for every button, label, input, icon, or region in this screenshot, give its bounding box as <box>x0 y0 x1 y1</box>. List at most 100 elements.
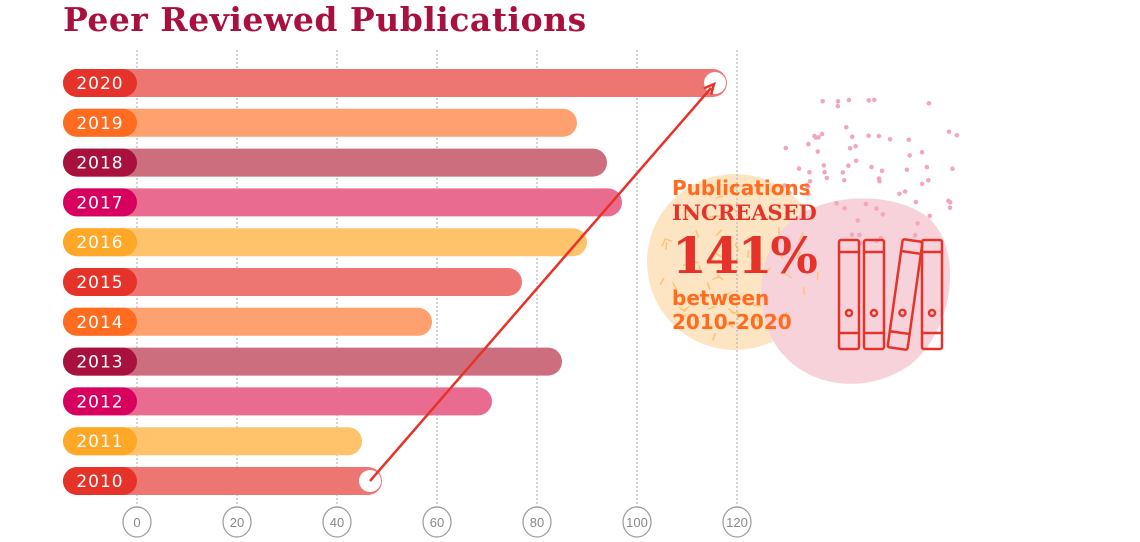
dot <box>857 232 862 238</box>
year-label-pill <box>63 69 137 97</box>
bar-2010 <box>63 467 382 495</box>
stroke <box>722 292 731 296</box>
dot <box>815 149 821 154</box>
tick-bubble <box>222 506 252 538</box>
dot <box>846 97 852 103</box>
stroke <box>802 286 806 295</box>
stroke <box>661 238 666 247</box>
stroke <box>682 262 691 267</box>
stroke <box>753 304 762 307</box>
dot <box>902 189 908 194</box>
stroke <box>711 276 720 281</box>
year-label: 2014 <box>76 313 123 333</box>
year-label-pill <box>63 347 137 376</box>
tick-bubble <box>122 506 152 538</box>
dot <box>835 98 841 104</box>
x-tick-label: 60 <box>430 515 444 530</box>
dot <box>796 166 802 171</box>
year-label-pill <box>63 148 137 177</box>
year-label-pill <box>63 427 137 456</box>
dot <box>897 191 902 197</box>
dot <box>915 221 920 226</box>
dot <box>887 137 893 142</box>
stroke <box>783 311 788 320</box>
dot <box>822 169 827 175</box>
books-icon <box>837 238 944 351</box>
stroke <box>683 209 692 213</box>
year-label: 2017 <box>76 193 123 213</box>
dot <box>853 144 858 149</box>
dot <box>876 133 882 139</box>
dot <box>846 163 851 168</box>
dot <box>947 200 953 205</box>
year-label: 2013 <box>76 353 123 373</box>
dot <box>824 175 830 181</box>
year-label: 2020 <box>76 74 123 94</box>
dot <box>805 184 811 189</box>
bar-2014 <box>63 307 432 336</box>
stroke <box>678 314 687 321</box>
stroke <box>716 274 724 281</box>
trend-arrow-line <box>369 87 712 482</box>
year-label: 2010 <box>76 472 123 492</box>
dot <box>919 149 925 155</box>
dot <box>847 146 853 151</box>
dot <box>782 183 787 188</box>
dot <box>855 218 860 223</box>
callout-line-4: between <box>672 286 770 310</box>
stroke <box>752 247 761 251</box>
dot <box>844 125 849 130</box>
stroke <box>746 250 750 259</box>
bar-2017 <box>63 188 622 217</box>
dot <box>947 205 953 211</box>
year-label: 2019 <box>76 114 123 134</box>
year-label: 2016 <box>76 233 123 253</box>
dot <box>835 103 841 109</box>
dot <box>806 141 811 147</box>
stroke <box>698 264 703 273</box>
dot <box>927 213 933 219</box>
dot <box>906 137 912 143</box>
stroke <box>784 273 793 279</box>
stroke <box>712 215 721 218</box>
dot <box>806 191 811 197</box>
stroke <box>773 316 782 322</box>
year-label: 2015 <box>76 273 123 293</box>
dot <box>812 133 817 139</box>
year-label-pill <box>63 387 137 416</box>
year-label-pill <box>63 467 137 495</box>
pink-dots-decoration <box>782 97 960 246</box>
increase-callout: Publications INCREASED 141% between 2010… <box>672 176 818 335</box>
stroke <box>684 212 691 221</box>
dot <box>907 153 912 158</box>
bar-2015 <box>63 268 522 296</box>
dot <box>879 168 885 174</box>
dot <box>807 179 813 184</box>
year-label: 2011 <box>76 432 123 452</box>
dot <box>874 206 879 211</box>
year-label-pill <box>63 108 137 137</box>
dot <box>912 233 918 238</box>
dot <box>880 212 886 217</box>
dot <box>821 163 827 168</box>
tick-bubble <box>422 506 452 538</box>
bar-2012 <box>63 387 492 416</box>
x-tick-label: 0 <box>133 515 140 530</box>
tick-bubble <box>522 506 552 538</box>
dot <box>819 131 825 137</box>
dot <box>919 181 925 187</box>
dot <box>924 164 930 170</box>
year-label-pill <box>63 268 137 296</box>
dot <box>876 176 882 181</box>
x-tick-label: 20 <box>230 515 244 530</box>
dot <box>913 199 919 205</box>
year-label: 2012 <box>76 392 123 412</box>
stroke <box>755 316 761 325</box>
stroke <box>678 306 687 313</box>
dot <box>904 167 910 173</box>
dot <box>787 190 792 195</box>
dot <box>872 97 877 103</box>
stroke <box>778 251 784 260</box>
callout-line-1: Publications <box>672 176 811 200</box>
